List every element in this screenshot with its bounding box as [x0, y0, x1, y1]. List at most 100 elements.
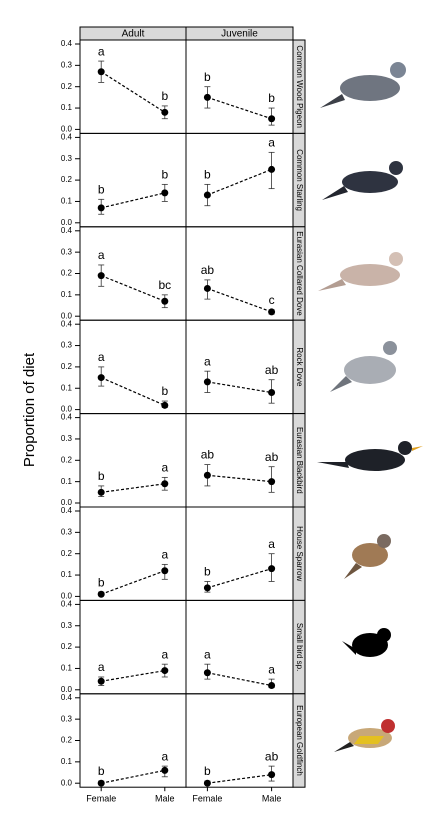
dashed-line: [207, 568, 272, 589]
point: [203, 779, 211, 787]
y-tick-label: 0.1: [61, 570, 73, 579]
dashed-line: [100, 570, 166, 595]
significance-letter: a: [161, 461, 168, 475]
y-tick-label: 0.4: [61, 319, 73, 328]
y-tick-label: 0.0: [61, 218, 73, 227]
point: [97, 779, 105, 787]
y-tick-label: 0.2: [61, 82, 73, 91]
point: [161, 297, 169, 305]
y-tick-label: 0.4: [61, 413, 73, 422]
bird-icon: [317, 441, 423, 471]
y-tick-label: 0.1: [61, 477, 73, 486]
significance-letter: c: [269, 293, 275, 307]
point: [97, 374, 105, 382]
bird-icon: [318, 252, 403, 291]
dashed-line: [207, 774, 272, 784]
row-label: Common Wood Pigeon: [295, 45, 304, 128]
significance-letter: b: [268, 91, 275, 105]
dashed-line: [101, 483, 165, 493]
significance-letter: ab: [265, 363, 279, 377]
row-label: Small bird sp.: [295, 623, 304, 671]
x-tick-label: Female: [192, 794, 222, 804]
panel: [79, 599, 187, 695]
significance-letter: a: [268, 662, 275, 676]
dashed-line: [101, 769, 165, 784]
panel: [185, 693, 294, 788]
point: [268, 115, 276, 123]
point: [97, 272, 105, 280]
y-tick-label: 0.1: [61, 197, 73, 206]
y-tick-label: 0.1: [61, 103, 73, 112]
point: [97, 488, 105, 496]
point: [268, 308, 276, 316]
bird-icon: [334, 719, 395, 752]
significance-letter: b: [161, 168, 168, 182]
point: [161, 189, 169, 197]
significance-letter: b: [98, 764, 105, 778]
significance-letter: a: [268, 537, 275, 551]
point: [97, 204, 105, 212]
y-tick-label: 0.0: [61, 778, 73, 787]
y-tick-label: 0.3: [61, 60, 73, 69]
bird-icon: [330, 341, 397, 392]
y-tick-label: 0.0: [61, 685, 73, 694]
y-tick-label: 0.0: [61, 405, 73, 414]
panel: [79, 39, 187, 134]
panel: [185, 599, 294, 695]
dashed-line: [207, 287, 272, 313]
dashed-line: [207, 96, 272, 120]
dashed-line: [100, 275, 166, 302]
y-tick-label: 0.1: [61, 664, 73, 673]
point: [161, 667, 169, 675]
y-tick-label: 0.1: [61, 383, 73, 392]
point: [161, 401, 169, 409]
significance-letter: ab: [265, 749, 279, 763]
significance-letter: b: [204, 70, 211, 84]
y-tick-label: 0.2: [61, 455, 73, 464]
y-tick-label: 0.3: [61, 154, 73, 163]
significance-letter: a: [98, 44, 105, 58]
y-tick-label: 0.1: [61, 290, 73, 299]
significance-letter: b: [161, 89, 168, 103]
y-tick-label: 0.2: [61, 362, 73, 371]
significance-letter: a: [98, 660, 105, 674]
dashed-line: [101, 669, 165, 682]
point: [268, 165, 276, 173]
point: [203, 669, 211, 677]
point: [268, 389, 276, 397]
y-tick-label: 0.3: [61, 527, 73, 536]
significance-letter: bc: [158, 278, 171, 292]
y-tick-label: 0.3: [61, 341, 73, 350]
point: [203, 191, 211, 199]
row-label: Rock Dove: [295, 347, 304, 387]
panel: [79, 132, 187, 228]
y-tick-label: 0.4: [61, 39, 73, 48]
y-tick-label: 0.4: [61, 693, 73, 702]
point: [203, 93, 211, 101]
point: [97, 68, 105, 76]
significance-letter: a: [204, 647, 211, 661]
row-label: European Goldfinch: [295, 705, 304, 776]
point: [268, 478, 276, 486]
significance-letter: a: [98, 248, 105, 262]
y-tick-label: 0.0: [61, 498, 73, 507]
y-tick-label: 0.0: [61, 311, 73, 320]
significance-letter: b: [204, 565, 211, 579]
panel: [185, 506, 294, 601]
significance-letter: b: [204, 168, 211, 182]
bird-icon: [344, 534, 391, 579]
panel: [185, 39, 294, 134]
row-label: Eurasian Blackbird: [295, 427, 304, 494]
point: [97, 590, 105, 598]
y-tick-label: 0.0: [61, 592, 73, 601]
dashed-line: [207, 381, 272, 394]
significance-letter: b: [98, 469, 105, 483]
panel: [79, 226, 187, 321]
point: [268, 565, 276, 573]
row-label: Eurasian Collared Dove: [295, 231, 304, 316]
bird-icon: [342, 628, 391, 657]
column-label: Juvenile: [221, 29, 258, 40]
y-tick-label: 0.3: [61, 247, 73, 256]
x-tick-label: Male: [155, 794, 175, 804]
